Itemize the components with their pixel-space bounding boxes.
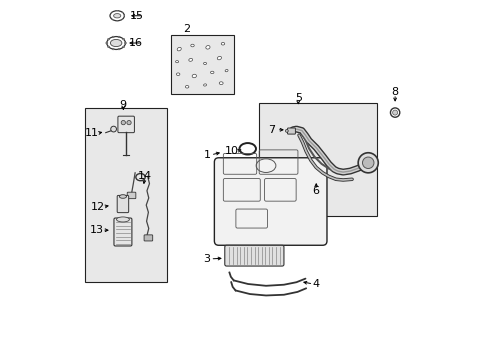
Ellipse shape — [188, 58, 192, 61]
Ellipse shape — [177, 48, 181, 51]
Bar — [85, 108, 167, 282]
Text: 10: 10 — [224, 146, 239, 156]
Text: 5: 5 — [294, 93, 301, 103]
Ellipse shape — [109, 15, 110, 16]
FancyBboxPatch shape — [287, 128, 295, 134]
Ellipse shape — [107, 39, 109, 40]
Ellipse shape — [107, 46, 109, 48]
Text: 14: 14 — [138, 171, 152, 181]
Circle shape — [362, 157, 373, 168]
FancyBboxPatch shape — [117, 195, 128, 213]
Ellipse shape — [111, 19, 113, 20]
Ellipse shape — [203, 84, 206, 86]
Circle shape — [357, 153, 378, 173]
Ellipse shape — [118, 49, 120, 50]
Ellipse shape — [116, 10, 118, 11]
Ellipse shape — [205, 45, 210, 49]
Ellipse shape — [190, 44, 194, 47]
Ellipse shape — [112, 49, 114, 50]
FancyBboxPatch shape — [224, 245, 284, 266]
Circle shape — [121, 121, 125, 125]
Ellipse shape — [285, 130, 287, 132]
Ellipse shape — [175, 60, 178, 63]
Bar — [171, 35, 233, 94]
Ellipse shape — [111, 12, 113, 13]
Text: 2: 2 — [183, 24, 190, 35]
Ellipse shape — [192, 74, 196, 78]
FancyBboxPatch shape — [127, 192, 136, 199]
Ellipse shape — [185, 85, 188, 88]
Text: 6: 6 — [312, 186, 319, 196]
Ellipse shape — [110, 40, 122, 46]
Bar — [258, 103, 376, 216]
Text: 4: 4 — [312, 279, 319, 289]
Text: 12: 12 — [90, 202, 104, 212]
Ellipse shape — [123, 15, 125, 16]
FancyBboxPatch shape — [118, 116, 134, 133]
Ellipse shape — [203, 62, 206, 64]
Text: 9: 9 — [120, 100, 126, 110]
Ellipse shape — [224, 69, 227, 72]
FancyBboxPatch shape — [144, 235, 152, 241]
Text: 8: 8 — [391, 87, 398, 97]
Text: 1: 1 — [203, 150, 210, 160]
Ellipse shape — [105, 42, 108, 44]
Ellipse shape — [110, 126, 116, 132]
Text: 15: 15 — [130, 11, 143, 21]
Ellipse shape — [210, 71, 214, 73]
Ellipse shape — [110, 11, 124, 21]
Ellipse shape — [116, 20, 118, 21]
Ellipse shape — [217, 57, 221, 60]
Ellipse shape — [176, 73, 180, 76]
Circle shape — [126, 121, 131, 125]
Ellipse shape — [106, 37, 125, 49]
FancyBboxPatch shape — [114, 218, 132, 246]
FancyBboxPatch shape — [214, 158, 326, 245]
Text: 11: 11 — [84, 129, 98, 138]
Ellipse shape — [392, 110, 397, 115]
Ellipse shape — [116, 217, 129, 222]
Ellipse shape — [389, 108, 399, 117]
Ellipse shape — [119, 195, 126, 198]
Ellipse shape — [124, 42, 126, 44]
Ellipse shape — [221, 42, 224, 45]
Text: 7: 7 — [267, 125, 274, 135]
Text: 16: 16 — [129, 38, 143, 48]
Text: 13: 13 — [90, 225, 103, 235]
Ellipse shape — [113, 14, 121, 18]
Text: 3: 3 — [203, 254, 210, 264]
Ellipse shape — [219, 82, 223, 85]
Ellipse shape — [118, 36, 120, 37]
Ellipse shape — [122, 39, 124, 40]
Ellipse shape — [122, 46, 124, 48]
Ellipse shape — [112, 36, 114, 37]
